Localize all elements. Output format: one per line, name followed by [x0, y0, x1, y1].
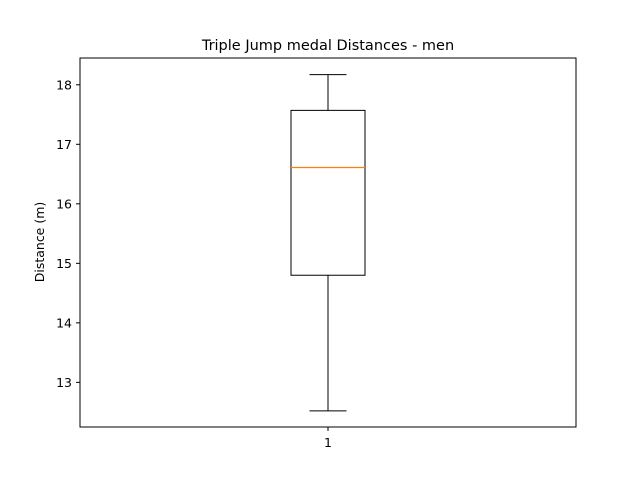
interquartile-box: [290, 109, 366, 276]
y-tick-label: 13: [56, 375, 72, 390]
y-axis-ticks: 13 14 15 16 17 18: [56, 77, 80, 390]
y-tick-label: 18: [56, 77, 72, 92]
y-tick-label: 15: [56, 256, 72, 271]
y-tick-label: 17: [56, 137, 72, 152]
x-axis-ticks: 1: [324, 427, 332, 450]
chart-title: Triple Jump medal Distances - men: [201, 38, 454, 54]
plot-area-frame: [79, 57, 577, 428]
x-tick-label: 1: [324, 435, 332, 450]
y-tick-label: 14: [56, 315, 72, 330]
y-tick-label: 16: [56, 196, 72, 211]
box-1: [290, 74, 366, 412]
box-series: [290, 74, 366, 412]
y-axis-label: Distance (m): [32, 202, 47, 283]
